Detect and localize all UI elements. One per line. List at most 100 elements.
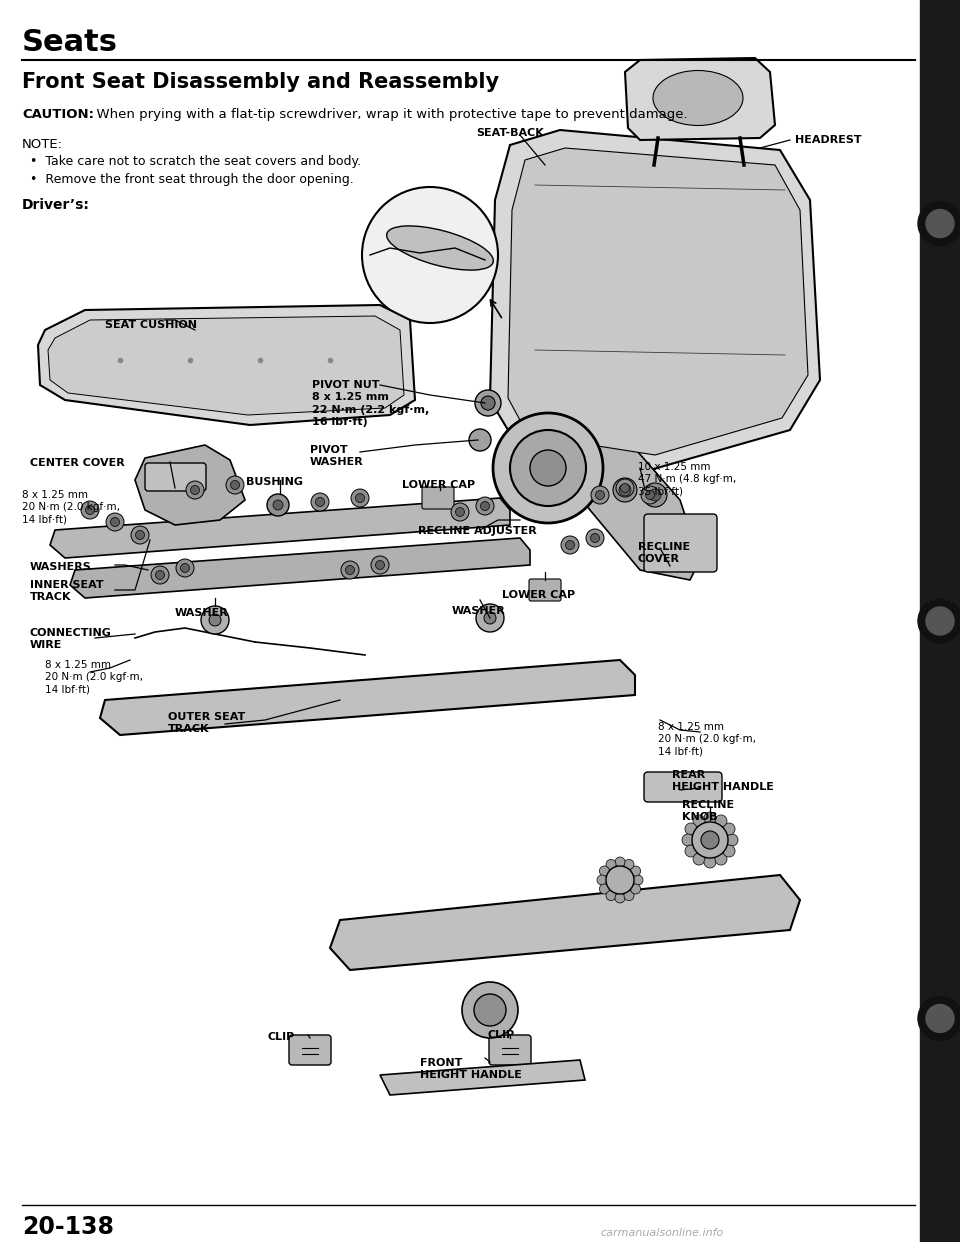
Circle shape: [926, 1005, 954, 1032]
Circle shape: [693, 853, 705, 864]
Text: •  Remove the front seat through the door opening.: • Remove the front seat through the door…: [30, 173, 353, 186]
Circle shape: [682, 833, 694, 846]
Circle shape: [693, 815, 705, 827]
Circle shape: [561, 537, 579, 554]
Circle shape: [476, 604, 504, 632]
Text: HEADREST: HEADREST: [795, 135, 862, 145]
Text: FRONT
HEIGHT HANDLE: FRONT HEIGHT HANDLE: [420, 1058, 522, 1081]
Text: WASHER: WASHER: [452, 606, 506, 616]
Text: 8 x 1.25 mm
20 N·m (2.0 kgf·m,
14 lbf·ft): 8 x 1.25 mm 20 N·m (2.0 kgf·m, 14 lbf·ft…: [658, 722, 756, 756]
Circle shape: [176, 559, 194, 578]
Circle shape: [180, 564, 189, 573]
Circle shape: [273, 501, 283, 510]
Circle shape: [606, 866, 634, 894]
Circle shape: [481, 502, 490, 510]
Text: 8 x 1.25 mm
20 N·m (2.0 kgf·m,
14 lbf·ft): 8 x 1.25 mm 20 N·m (2.0 kgf·m, 14 lbf·ft…: [45, 660, 143, 694]
Text: CONNECTING
WIRE: CONNECTING WIRE: [30, 628, 112, 651]
Circle shape: [186, 481, 204, 499]
Ellipse shape: [387, 226, 493, 270]
Circle shape: [476, 497, 494, 515]
Circle shape: [684, 823, 697, 835]
Circle shape: [355, 493, 365, 503]
Circle shape: [704, 856, 716, 868]
Text: RECLINE
KNOB: RECLINE KNOB: [682, 800, 734, 822]
FancyBboxPatch shape: [644, 514, 717, 573]
Circle shape: [723, 823, 735, 835]
Circle shape: [599, 866, 610, 876]
Text: When prying with a flat-tip screwdriver, wrap it with protective tape to prevent: When prying with a flat-tip screwdriver,…: [88, 108, 687, 120]
Circle shape: [597, 876, 607, 886]
Circle shape: [624, 891, 634, 900]
Polygon shape: [135, 445, 245, 525]
Circle shape: [341, 561, 359, 579]
Circle shape: [451, 503, 469, 520]
Text: PIVOT NUT
8 x 1.25 mm
22 N·m (2.2 kgf·m,
16 lbf·ft): PIVOT NUT 8 x 1.25 mm 22 N·m (2.2 kgf·m,…: [312, 380, 429, 427]
Circle shape: [530, 450, 566, 486]
Polygon shape: [545, 420, 700, 580]
Text: 20-138: 20-138: [22, 1215, 114, 1240]
Circle shape: [619, 484, 631, 496]
Text: •  Take care not to scratch the seat covers and body.: • Take care not to scratch the seat cove…: [30, 155, 361, 168]
Polygon shape: [330, 876, 800, 970]
Text: INNER SEAT
TRACK: INNER SEAT TRACK: [30, 580, 104, 602]
Polygon shape: [490, 130, 820, 469]
FancyBboxPatch shape: [644, 773, 722, 802]
Circle shape: [484, 612, 496, 623]
Text: NOTE:: NOTE:: [22, 138, 63, 152]
Circle shape: [316, 498, 324, 507]
Circle shape: [643, 483, 667, 507]
Circle shape: [701, 831, 719, 850]
Circle shape: [606, 859, 616, 869]
Polygon shape: [508, 148, 808, 455]
Circle shape: [267, 494, 289, 515]
Circle shape: [645, 491, 655, 499]
Circle shape: [715, 853, 727, 864]
FancyBboxPatch shape: [289, 1035, 331, 1064]
Circle shape: [723, 845, 735, 857]
Text: RECLINE ADJUSTER: RECLINE ADJUSTER: [418, 527, 537, 537]
Circle shape: [201, 606, 229, 633]
Text: OUTER SEAT
TRACK: OUTER SEAT TRACK: [168, 712, 245, 734]
Circle shape: [209, 614, 221, 626]
Circle shape: [641, 486, 659, 504]
FancyBboxPatch shape: [422, 487, 454, 509]
FancyBboxPatch shape: [489, 1035, 531, 1064]
Circle shape: [190, 486, 200, 494]
Polygon shape: [38, 306, 415, 425]
Text: REAR
HEIGHT HANDLE: REAR HEIGHT HANDLE: [672, 770, 774, 792]
Text: carmanualsonline.info: carmanualsonline.info: [600, 1228, 723, 1238]
Circle shape: [590, 534, 599, 543]
Circle shape: [616, 479, 634, 497]
Text: RECLINE
COVER: RECLINE COVER: [638, 542, 690, 564]
Circle shape: [926, 210, 954, 237]
Text: SEAT CUSHION: SEAT CUSHION: [105, 320, 197, 330]
Text: BUSHING: BUSHING: [246, 477, 303, 487]
Text: Seats: Seats: [22, 29, 118, 57]
Text: 8 x 1.25 mm
20 N·m (2.0 kgf·m,
14 lbf·ft): 8 x 1.25 mm 20 N·m (2.0 kgf·m, 14 lbf·ft…: [22, 491, 120, 525]
Circle shape: [469, 428, 491, 451]
Circle shape: [474, 994, 506, 1026]
Circle shape: [613, 478, 637, 502]
Circle shape: [615, 857, 625, 867]
Circle shape: [351, 489, 369, 507]
Circle shape: [226, 476, 244, 494]
Circle shape: [715, 815, 727, 827]
Circle shape: [85, 505, 94, 514]
Circle shape: [135, 530, 145, 539]
Circle shape: [595, 491, 605, 499]
Circle shape: [455, 508, 465, 517]
Circle shape: [493, 414, 603, 523]
Text: WASHER: WASHER: [175, 609, 228, 619]
Circle shape: [156, 570, 164, 580]
Circle shape: [110, 518, 119, 527]
Circle shape: [481, 396, 495, 410]
Circle shape: [624, 859, 634, 869]
Circle shape: [371, 556, 389, 574]
Circle shape: [692, 822, 728, 858]
Text: CLIP: CLIP: [488, 1030, 516, 1040]
Circle shape: [926, 607, 954, 635]
Circle shape: [362, 188, 498, 323]
Circle shape: [615, 893, 625, 903]
Ellipse shape: [653, 71, 743, 125]
Circle shape: [230, 481, 239, 489]
